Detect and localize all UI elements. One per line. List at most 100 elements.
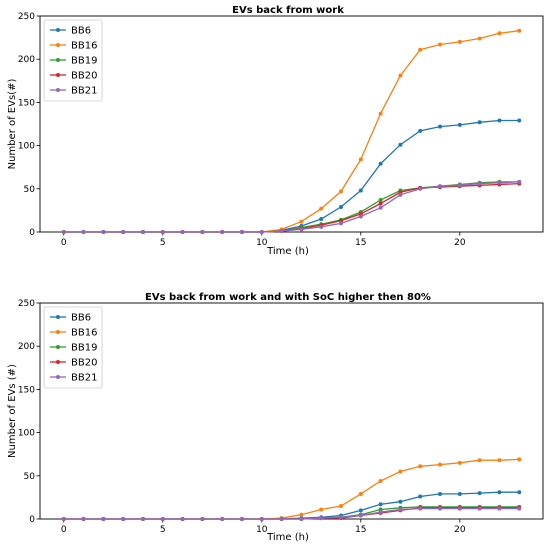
data-point-bb16 xyxy=(339,504,344,509)
y-tick-label: 150 xyxy=(18,98,35,108)
data-point-bb6 xyxy=(378,161,383,166)
legend-marker xyxy=(56,315,60,319)
data-point-bb21 xyxy=(517,179,522,184)
series-bb21 xyxy=(61,506,522,521)
data-point-bb21 xyxy=(279,517,284,521)
x-tick-label: 10 xyxy=(256,525,268,535)
data-point-bb21 xyxy=(497,506,502,511)
y-tick-label: 250 xyxy=(18,299,35,309)
data-point-bb6 xyxy=(517,490,522,495)
chart-top: EVs back from work 0 5 10 15 20 0 50 100 150 200… xyxy=(7,5,544,257)
data-point-bb21 xyxy=(61,517,66,521)
legend-frame xyxy=(43,306,103,389)
legend-item-bb20: BB20 xyxy=(50,358,97,369)
data-point-bb21 xyxy=(299,517,304,521)
x-tick-label: 5 xyxy=(160,525,166,535)
data-point-bb21 xyxy=(398,507,403,512)
legend-item-bb16: BB16 xyxy=(50,328,97,339)
data-point-bb21 xyxy=(358,214,363,219)
series-line-bb16 xyxy=(63,458,520,520)
data-point-bb21 xyxy=(180,517,185,521)
data-point-bb16 xyxy=(497,31,502,36)
x-tick-label: 20 xyxy=(454,238,466,248)
legend-item-bb6: BB6 xyxy=(50,26,91,37)
data-point-bb6 xyxy=(497,490,502,495)
data-point-bb21 xyxy=(477,181,482,186)
legend-label: BB21 xyxy=(71,86,97,97)
series-line-bb20 xyxy=(63,507,520,520)
legend: BB6 BB16 BB19 BB20 BB21 xyxy=(43,306,103,389)
data-point-bb6 xyxy=(497,118,502,123)
legend-label: BB6 xyxy=(71,26,91,37)
data-point-bb21 xyxy=(279,229,284,234)
data-point-bb21 xyxy=(81,517,86,521)
series-bb16 xyxy=(61,28,522,234)
legend-label: BB6 xyxy=(71,313,91,324)
x-tick-label: 0 xyxy=(61,238,67,248)
chart-title: EVs back from work and with SoC higher t… xyxy=(145,292,431,303)
y-tick-label: 100 xyxy=(18,429,35,439)
data-point-bb21 xyxy=(259,230,264,234)
y-tick-label: 200 xyxy=(18,55,35,65)
data-point-bb6 xyxy=(477,120,482,125)
y-tick-label: 150 xyxy=(18,385,35,395)
data-point-bb6 xyxy=(457,491,462,496)
legend-marker xyxy=(56,330,60,334)
data-point-bb16 xyxy=(299,512,304,517)
legend-item-bb19: BB19 xyxy=(50,343,97,354)
chart-title: EVs back from work xyxy=(232,5,344,16)
data-point-bb21 xyxy=(497,180,502,185)
y-tick-label: 250 xyxy=(18,12,35,22)
series-lines xyxy=(61,457,522,521)
legend-item-bb21: BB21 xyxy=(50,373,97,384)
data-point-bb16 xyxy=(358,157,363,162)
legend-label: BB19 xyxy=(71,56,97,67)
legend-marker xyxy=(56,345,60,349)
y-tick-label: 100 xyxy=(18,142,35,152)
data-point-bb21 xyxy=(319,516,324,521)
data-point-bb6 xyxy=(438,124,443,129)
legend: BB6 BB16 BB19 BB20 BB21 xyxy=(43,19,103,102)
data-point-bb6 xyxy=(398,142,403,147)
data-point-bb6 xyxy=(319,217,324,222)
data-point-bb6 xyxy=(398,499,403,504)
y-tick-label: 50 xyxy=(24,472,36,482)
data-point-bb21 xyxy=(121,230,126,234)
series-bb6 xyxy=(61,118,522,234)
data-point-bb6 xyxy=(358,188,363,193)
series-line-bb6 xyxy=(63,491,520,520)
data-point-bb16 xyxy=(497,458,502,463)
data-point-bb21 xyxy=(398,192,403,197)
data-point-bb21 xyxy=(121,517,126,521)
data-point-bb21 xyxy=(457,506,462,511)
data-point-bb16 xyxy=(378,478,383,483)
data-point-bb6 xyxy=(418,128,423,133)
y-ticks: 0 50 100 150 200 250 xyxy=(18,12,40,238)
data-point-bb6 xyxy=(339,204,344,209)
data-point-bb16 xyxy=(319,507,324,512)
data-point-bb21 xyxy=(140,517,145,521)
x-tick-label: 0 xyxy=(61,525,67,535)
data-point-bb21 xyxy=(299,227,304,232)
data-point-bb16 xyxy=(299,219,304,224)
data-point-bb21 xyxy=(239,517,244,521)
x-ticks: 0 5 10 15 20 xyxy=(61,519,466,535)
data-point-bb21 xyxy=(220,230,225,234)
legend-item-bb19: BB19 xyxy=(50,56,97,67)
data-point-bb16 xyxy=(398,73,403,78)
data-point-bb6 xyxy=(477,491,482,496)
data-point-bb21 xyxy=(418,186,423,191)
data-point-bb21 xyxy=(220,517,225,521)
x-tick-label: 15 xyxy=(355,525,366,535)
data-point-bb21 xyxy=(180,230,185,234)
data-point-bb20 xyxy=(378,201,383,206)
x-ticks: 0 5 10 15 20 xyxy=(61,232,466,248)
legend-item-bb16: BB16 xyxy=(50,41,97,52)
data-point-bb16 xyxy=(339,189,344,194)
series-line-bb21 xyxy=(63,507,520,520)
x-axis-label: Time (h) xyxy=(266,246,309,257)
data-point-bb21 xyxy=(101,230,106,234)
data-point-bb21 xyxy=(101,517,106,521)
data-point-bb21 xyxy=(200,517,205,521)
